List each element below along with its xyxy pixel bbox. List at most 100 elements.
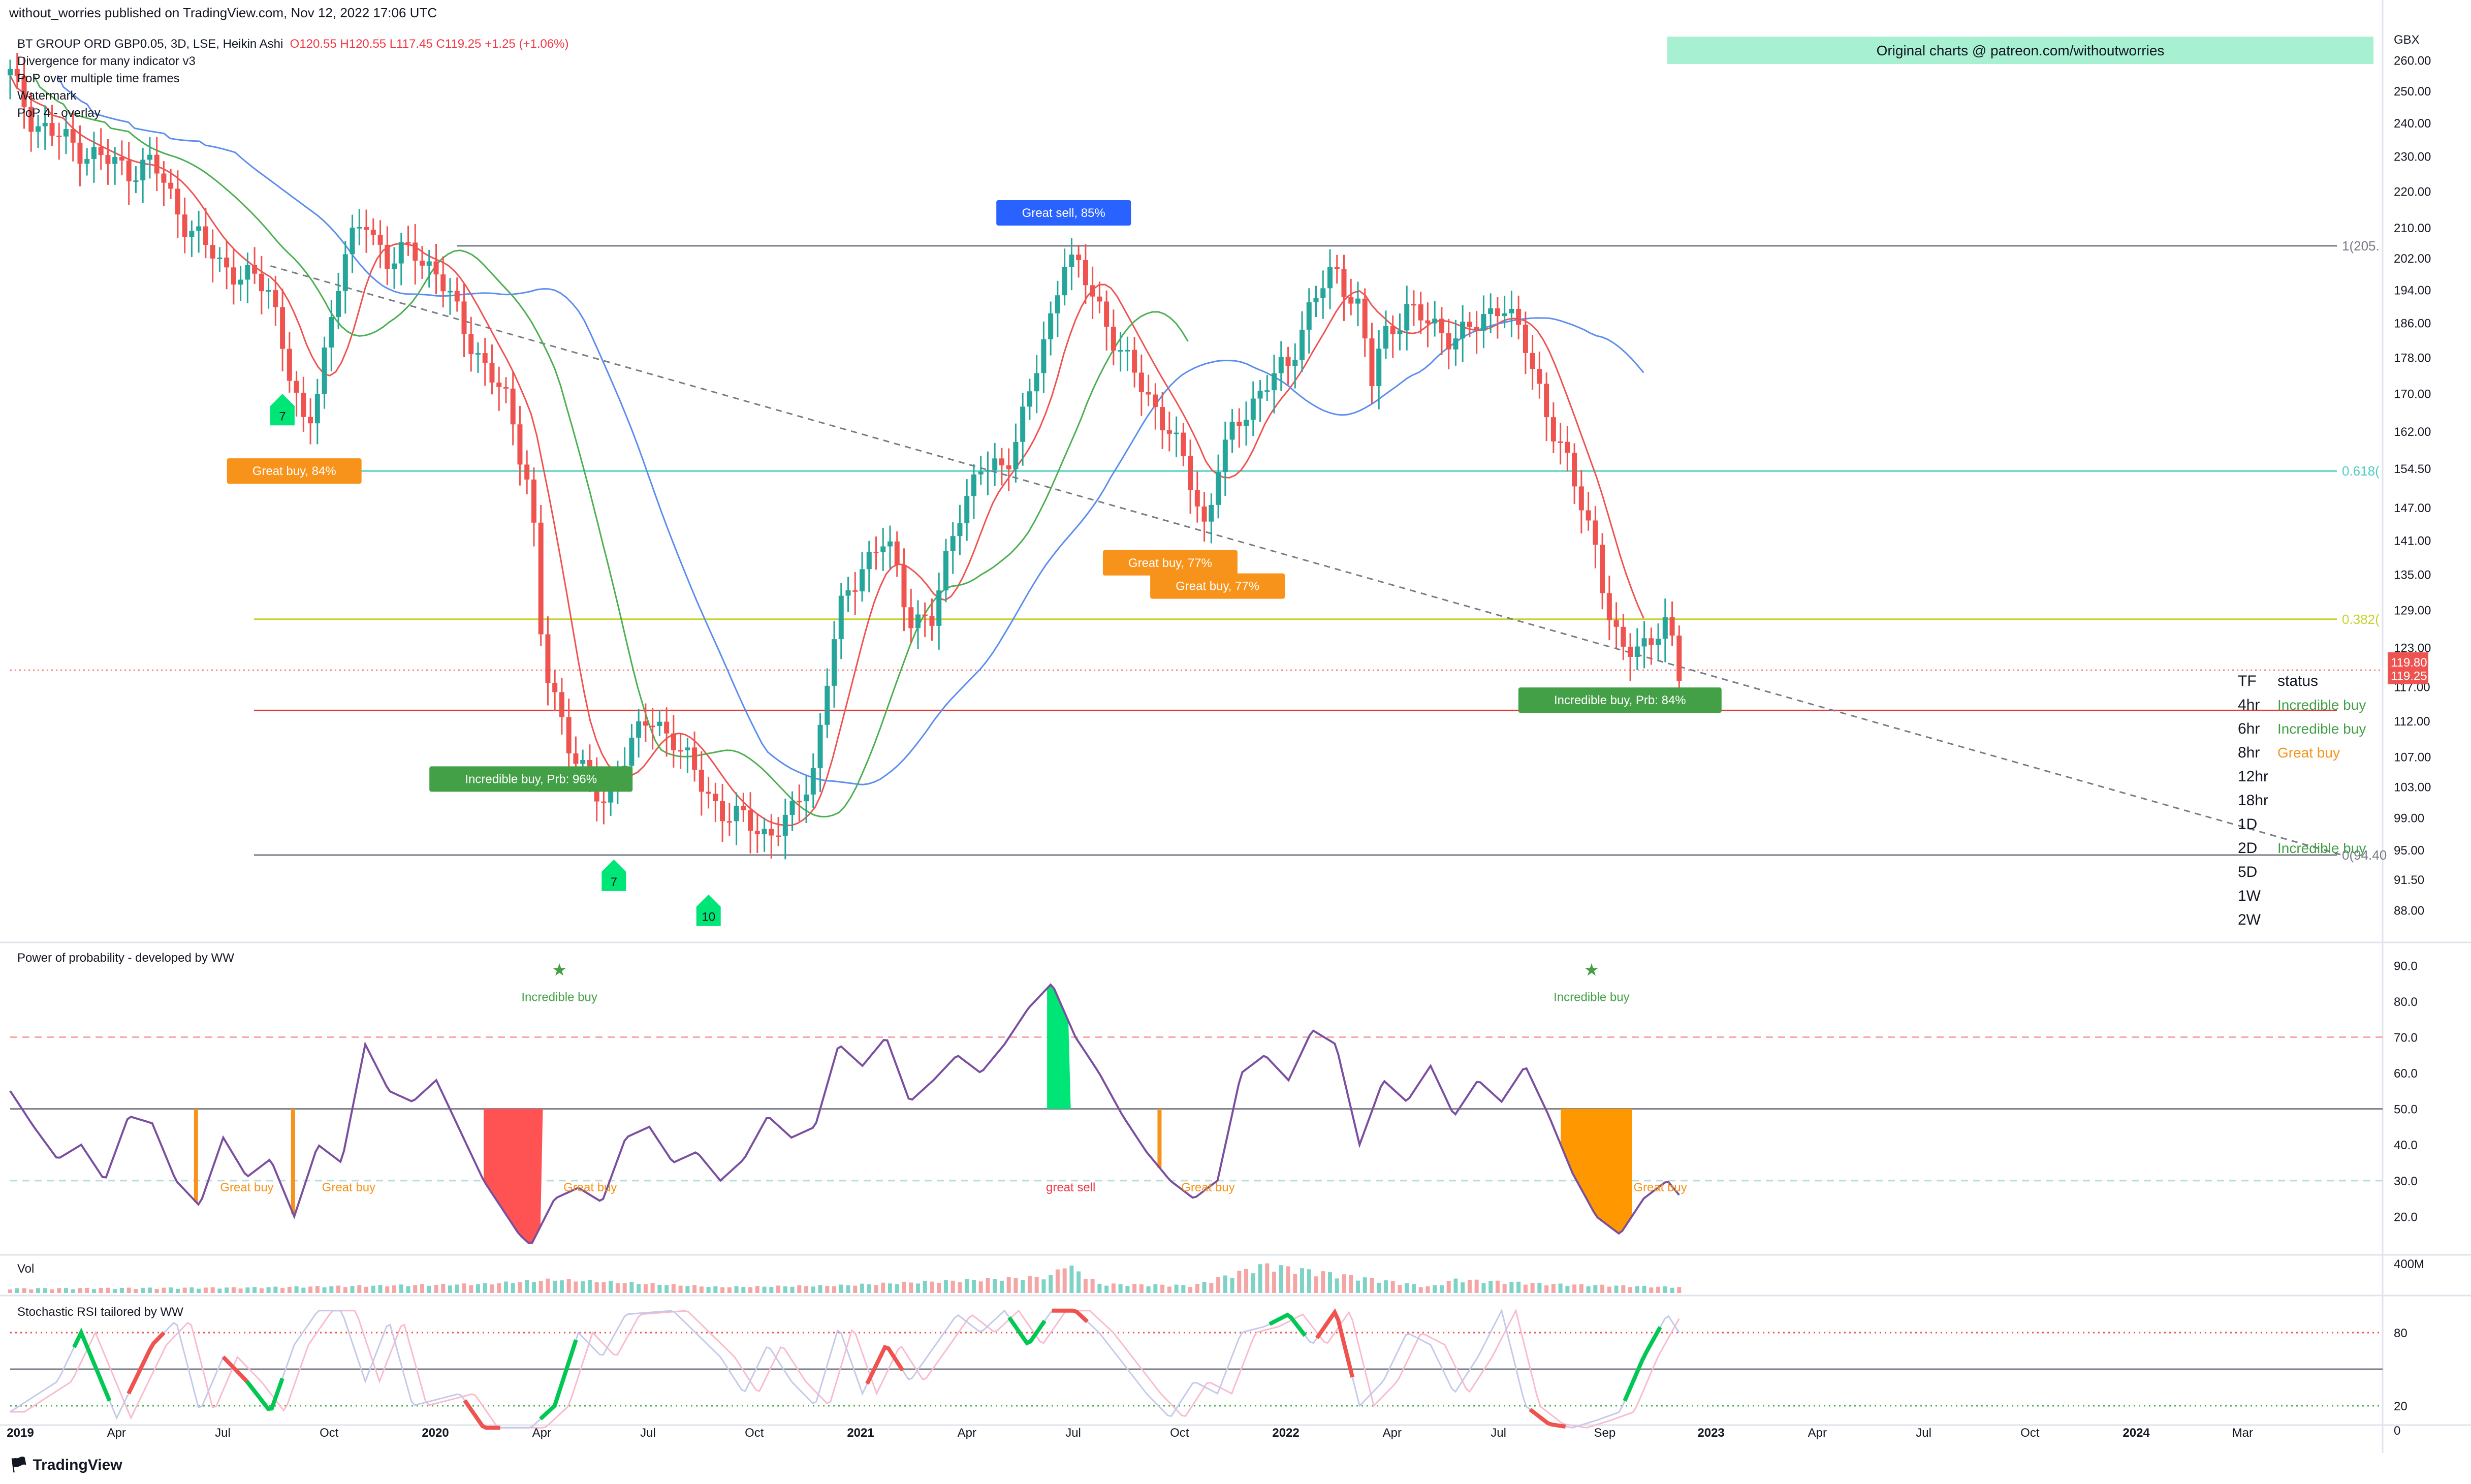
candle xyxy=(754,831,760,835)
candle xyxy=(566,717,572,753)
volume-bar xyxy=(993,1279,997,1293)
great-sell-label: Great sell, 85% xyxy=(996,200,1131,226)
volume-bar xyxy=(413,1285,418,1293)
candle xyxy=(601,801,607,803)
marker-text: 10 xyxy=(702,910,715,924)
candle xyxy=(1502,313,1507,317)
x-axis-tick-label: Apr xyxy=(107,1426,126,1440)
candle xyxy=(1118,350,1123,352)
stoch-rsi-cross xyxy=(1007,1316,1047,1346)
indicator-name[interactable]: PoP 4 - overlay xyxy=(17,106,101,120)
candle xyxy=(496,382,502,387)
candle xyxy=(559,692,564,717)
volume-bar xyxy=(1139,1284,1144,1293)
candle xyxy=(1425,320,1431,324)
volume-bar xyxy=(1551,1284,1556,1293)
volume-bar xyxy=(1481,1283,1486,1293)
volume-bar xyxy=(399,1284,403,1293)
price-tick-label: 210.00 xyxy=(2394,222,2431,235)
volume-bar xyxy=(511,1283,515,1293)
stoch-rsi-cross xyxy=(865,1344,905,1385)
candle xyxy=(908,607,914,628)
fib-level-label: 0.618( xyxy=(2342,463,2380,479)
tf-row-label: 1W xyxy=(2238,888,2261,904)
volume-bar xyxy=(1335,1278,1339,1293)
volume-bar xyxy=(1586,1286,1591,1293)
candle xyxy=(350,228,355,255)
volume-bar xyxy=(1474,1279,1479,1293)
candle xyxy=(1320,288,1326,298)
x-axis-tick-label: 2024 xyxy=(2122,1426,2150,1440)
volume-bar xyxy=(1055,1269,1060,1293)
candle xyxy=(161,173,167,183)
candle xyxy=(1669,617,1675,636)
candle xyxy=(943,551,948,591)
volume-bar xyxy=(217,1288,222,1293)
volume-bar xyxy=(930,1281,934,1293)
tf-row-label: 12hr xyxy=(2238,768,2268,785)
volume-bar xyxy=(1677,1287,1682,1293)
volume-bar xyxy=(1565,1285,1570,1293)
candle xyxy=(266,290,271,292)
tf-row-label: 2W xyxy=(2238,911,2261,928)
ema-slow-line xyxy=(56,75,1644,785)
volume-bar xyxy=(1027,1276,1032,1293)
volume-bar xyxy=(923,1281,927,1293)
price-tick-label: 220.00 xyxy=(2394,185,2431,199)
volume-bar xyxy=(476,1284,480,1293)
volume-bar xyxy=(315,1286,320,1293)
candle xyxy=(1285,357,1291,366)
volume-bar xyxy=(50,1289,54,1293)
tf-row-status: Incredible buy xyxy=(2277,721,2366,737)
candle xyxy=(971,474,976,496)
indicator-name[interactable]: Watermark xyxy=(17,89,77,103)
x-axis-tick-label: 2020 xyxy=(422,1426,449,1440)
volume-bar xyxy=(1349,1275,1353,1293)
volume-bar xyxy=(43,1288,47,1293)
candle xyxy=(1201,506,1207,522)
count-marker: 7 xyxy=(270,394,295,426)
candle xyxy=(420,260,425,266)
candle xyxy=(1160,407,1165,430)
candle xyxy=(1306,302,1312,330)
candle xyxy=(468,334,474,355)
candle xyxy=(1125,350,1130,352)
count-marker: 10 xyxy=(696,894,721,926)
label-text: Great buy, 77% xyxy=(1128,556,1212,570)
candle xyxy=(112,157,118,164)
volume-bar xyxy=(113,1289,117,1293)
volume-bar xyxy=(1398,1285,1402,1293)
great-buy-label: Great buy, 77% xyxy=(1102,550,1238,576)
candle xyxy=(105,155,111,164)
candle xyxy=(1027,391,1032,407)
chart-legend: BT GROUP ORD GBP0.05, 3D, LSE, Heikin As… xyxy=(17,36,569,122)
volume-bar xyxy=(1502,1284,1507,1293)
volume-bar xyxy=(1125,1286,1130,1293)
candle xyxy=(1460,322,1466,339)
candle xyxy=(957,523,963,536)
candle xyxy=(629,737,635,766)
label-box xyxy=(1518,687,1722,713)
candle xyxy=(475,353,481,355)
volume-bar xyxy=(64,1288,68,1293)
candle xyxy=(126,160,132,181)
volume-bar xyxy=(350,1286,355,1293)
indicator-name[interactable]: PoP over multiple time frames xyxy=(17,72,180,85)
candle xyxy=(1216,472,1221,505)
candle xyxy=(329,317,334,348)
indicator-name[interactable]: Divergence for many indicator v3 xyxy=(17,54,196,68)
volume-bar xyxy=(85,1287,89,1293)
candle xyxy=(1181,432,1186,456)
tf-row-label: 5D xyxy=(2238,864,2257,880)
volume-bar xyxy=(769,1287,774,1293)
volume-bar xyxy=(15,1288,19,1293)
volume-bar xyxy=(169,1287,173,1293)
x-axis-tick-label: Apr xyxy=(1808,1426,1827,1440)
symbol-name[interactable]: BT GROUP ORD GBP0.05, 3D, LSE, Heikin As… xyxy=(17,37,283,51)
last-price-value: 119.25 xyxy=(2391,670,2427,683)
x-axis-tick-label: Oct xyxy=(320,1426,339,1440)
x-axis-tick-label: Jul xyxy=(640,1426,656,1440)
tradingview-logo-icon: 🏴︎ xyxy=(9,1457,29,1473)
stoch-rsi-tick-label: 80 xyxy=(2394,1327,2407,1340)
